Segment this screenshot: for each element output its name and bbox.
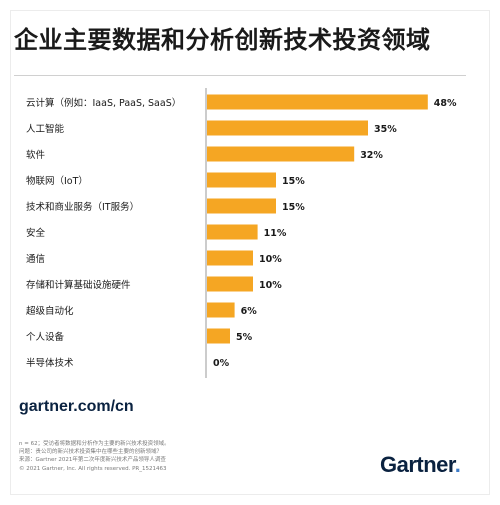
- data-label: 11%: [264, 228, 287, 239]
- gartner-logo: Gartner.: [380, 452, 461, 478]
- logo-text: Gartner: [380, 452, 455, 477]
- chart-title: 企业主要数据和分析创新技术投资领域: [14, 25, 431, 54]
- category-label: 半导体技术: [26, 357, 74, 369]
- footer-url[interactable]: gartner.com/cn: [19, 398, 134, 415]
- data-label: 48%: [434, 98, 457, 109]
- bar: [207, 146, 355, 162]
- footer-note-line: 问题：贵公司的新兴技术投资集中在哪些主要的创新领域？: [19, 449, 163, 455]
- data-label: 15%: [282, 176, 305, 187]
- logo-dot: .: [454, 452, 461, 477]
- data-label: 6%: [241, 306, 258, 317]
- data-label: 35%: [374, 124, 397, 135]
- category-label: 软件: [26, 149, 46, 161]
- category-label: 技术和商业服务（IT服务）: [26, 201, 139, 213]
- footer-note-line: n = 62；受访者将数据和分析作为主要的新兴技术投资领域。: [19, 441, 170, 447]
- bar: [207, 328, 230, 344]
- bar: [207, 302, 235, 318]
- category-label: 通信: [26, 253, 45, 265]
- category-label: 存储和计算基础设施硬件: [26, 279, 131, 291]
- data-label: 10%: [259, 280, 282, 291]
- title-divider: [14, 75, 466, 76]
- category-label: 个人设备: [26, 331, 65, 343]
- footer-note-line: 来源：Gartner 2021年第二次年度新兴技术产品领导人调查: [19, 457, 166, 463]
- data-label: 15%: [282, 202, 305, 213]
- bar: [207, 120, 368, 136]
- bar: [207, 224, 258, 240]
- bar: [207, 94, 428, 110]
- bar: [207, 250, 253, 266]
- footer-note-line: © 2021 Gartner, Inc. All rights reserved…: [19, 466, 167, 472]
- category-label: 安全: [26, 227, 46, 239]
- category-label: 超级自动化: [26, 305, 74, 317]
- data-label: 32%: [360, 150, 383, 161]
- bar: [207, 172, 276, 188]
- data-label: 0%: [213, 358, 230, 369]
- category-label: 物联网（IoT）: [26, 175, 88, 187]
- bar: [207, 198, 276, 214]
- bar: [207, 276, 253, 292]
- data-label: 10%: [259, 254, 282, 265]
- bars-group: 云计算（例如：IaaS, PaaS, SaaS） 48% 人工智能 35% 软件 32% 物…: [26, 94, 457, 369]
- category-label: 云计算（例如：IaaS, PaaS, SaaS）: [26, 97, 181, 109]
- category-label: 人工智能: [26, 123, 65, 135]
- data-label: 5%: [236, 332, 253, 343]
